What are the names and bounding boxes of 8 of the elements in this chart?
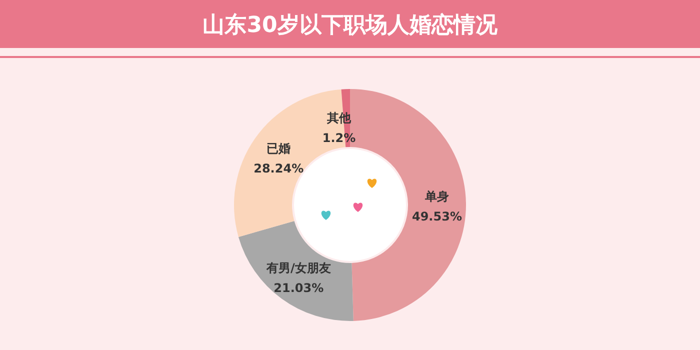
data-label: 21.03% <box>274 281 324 296</box>
data-label: 1.2% <box>322 131 356 146</box>
slice-label: 单身 <box>424 190 449 204</box>
data-label: 28.24% <box>254 161 304 176</box>
chart-title: 山东30岁以下职场人婚恋情况 <box>202 12 498 38</box>
data-label: 49.53% <box>412 210 462 224</box>
slice-label: 已婚 <box>266 141 291 156</box>
slice-label: 有男/女朋友 <box>265 261 331 276</box>
